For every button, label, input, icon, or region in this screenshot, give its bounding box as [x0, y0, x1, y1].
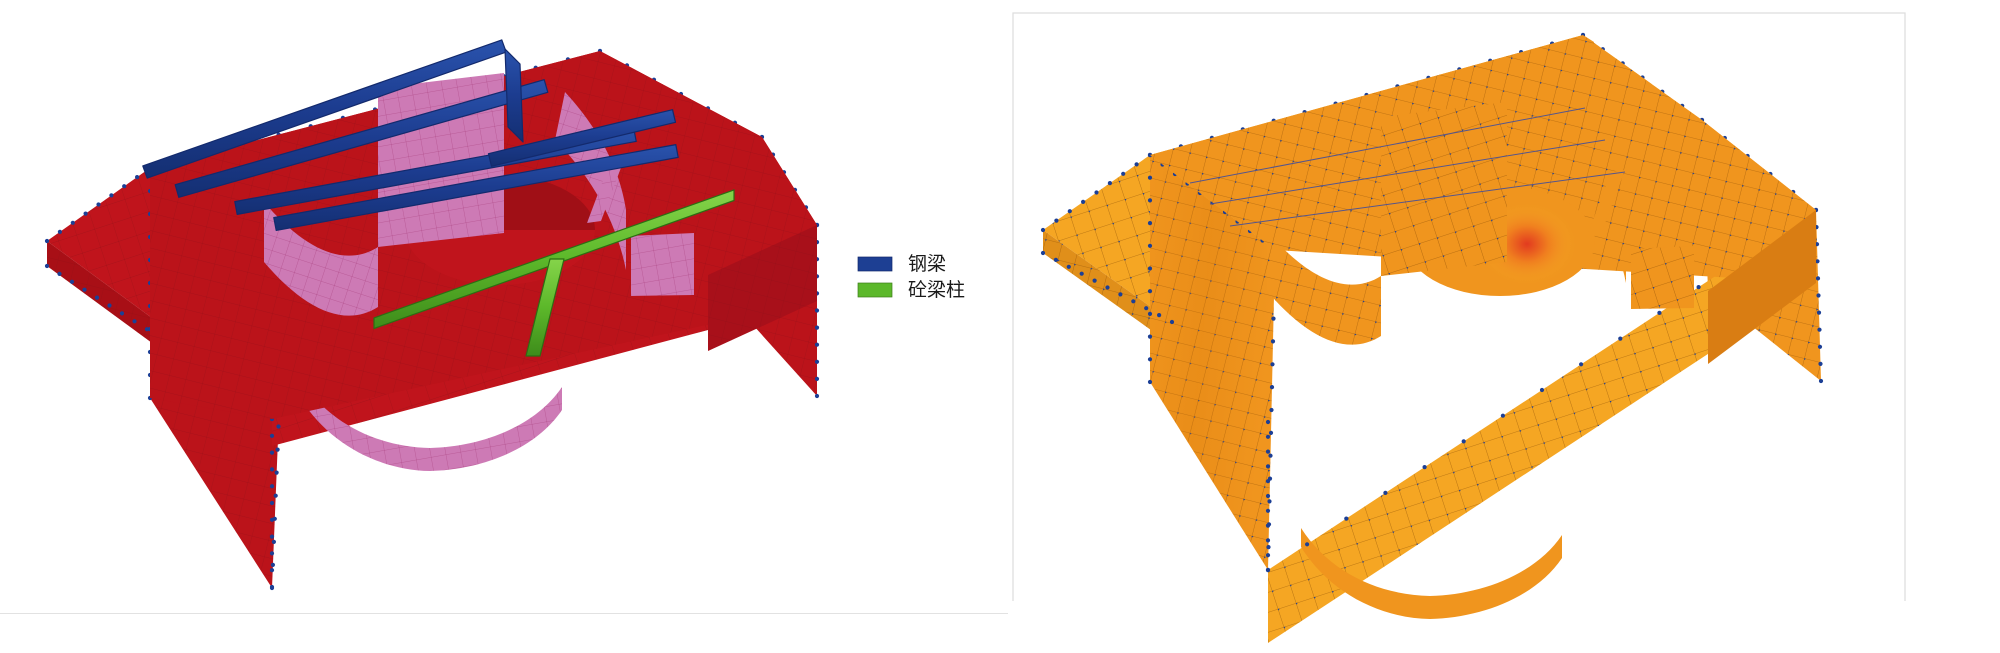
svg-text:钢梁: 钢梁	[908, 249, 946, 276]
svg-text:砼梁柱: 砼梁柱	[908, 275, 965, 302]
